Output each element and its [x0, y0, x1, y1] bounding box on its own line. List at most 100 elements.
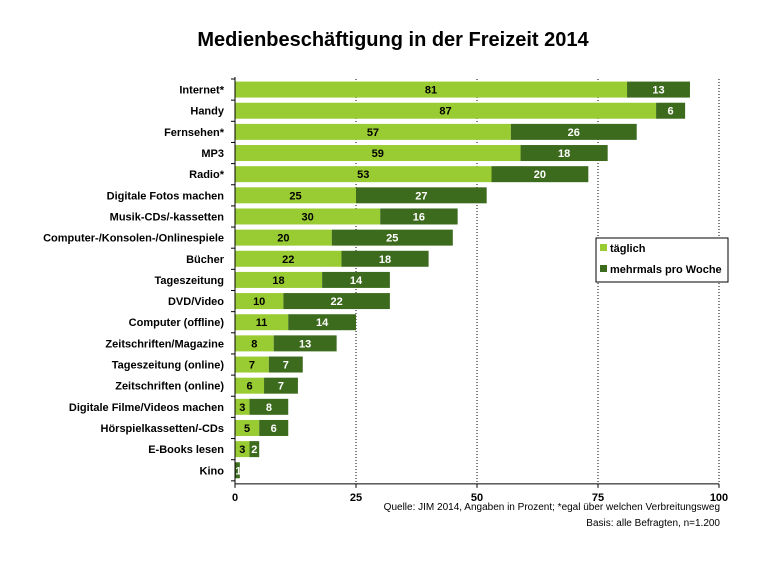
legend: täglich mehrmals pro Woche — [595, 237, 729, 283]
legend-label-mehrmals: mehrmals pro Woche — [610, 264, 722, 276]
x-axis: 0 25 50 75 100 — [231, 77, 728, 504]
value-label-taeglich-6: 30 — [301, 211, 313, 223]
value-label-mehrmals-3: 18 — [558, 148, 570, 160]
bar-taeglich-8 — [235, 250, 342, 267]
chart-title: Medienbeschäftigung in der Freizeit 2014 — [197, 29, 589, 51]
bar-taeglich-13 — [235, 356, 269, 373]
bar-taeglich-12 — [235, 335, 274, 352]
value-label-taeglich-16: 5 — [244, 423, 250, 435]
value-label-mehrmals-0: 13 — [652, 85, 664, 97]
legend-swatch-mehrmals — [600, 265, 607, 272]
category-label-14: Zeitschriften (online) — [115, 381, 224, 393]
value-label-mehrmals-8: 18 — [379, 254, 391, 266]
x-tick-label-50: 50 — [471, 492, 483, 504]
legend-box — [595, 237, 729, 283]
bar-mehrmals-5 — [356, 187, 487, 204]
category-label-7: Computer-/Konsolen-/Onlinespiele — [43, 233, 224, 245]
value-label-mehrmals-7: 25 — [386, 233, 398, 245]
bar-taeglich-1 — [235, 102, 657, 119]
category-label-16: Hörspielkassetten/-CDs — [101, 423, 225, 435]
bar-mehrmals-6 — [380, 208, 458, 225]
value-label-taeglich-0: 81 — [425, 85, 437, 97]
category-label-4: Radio* — [189, 169, 225, 181]
bar-taeglich-9 — [235, 271, 323, 288]
x-tick-label-0: 0 — [232, 492, 238, 504]
value-label-taeglich-13: 7 — [249, 360, 255, 372]
basis-note: Basis: alle Befragten, n=1.200 — [586, 518, 720, 529]
value-label-taeglich-12: 8 — [251, 338, 257, 350]
category-label-0: Internet* — [179, 85, 224, 97]
category-label-2: Fernsehen* — [164, 127, 225, 139]
value-label-taeglich-4: 53 — [357, 169, 369, 181]
category-label-12: Zeitschriften/Magazine — [105, 338, 224, 350]
bar-mehrmals-13 — [268, 356, 303, 373]
legend-swatch-taeglich — [600, 244, 607, 251]
bar-mehrmals-1 — [656, 102, 686, 119]
value-label-taeglich-8: 22 — [282, 254, 294, 266]
value-label-mehrmals-4: 20 — [534, 169, 546, 181]
value-label-taeglich-15: 3 — [239, 402, 245, 414]
value-label-taeglich-17: 3 — [239, 444, 245, 456]
bar-taeglich-7 — [235, 229, 332, 246]
bar-taeglich-10 — [235, 293, 284, 310]
category-label-10: DVD/Video — [168, 296, 224, 308]
bar-mehrmals-0 — [627, 81, 690, 98]
value-label-mehrmals-6: 16 — [413, 211, 425, 223]
x-tick-label-25: 25 — [350, 492, 362, 504]
category-label-3: MP3 — [201, 148, 224, 160]
category-label-17: E-Books lesen — [148, 444, 224, 456]
category-label-11: Computer (offline) — [129, 317, 225, 329]
category-labels: Internet* Handy Fernsehen* MP3 Radio* Digital… — [43, 85, 225, 478]
bar-mehrmals-7 — [331, 229, 453, 246]
bar-mehrmals-15 — [249, 398, 289, 415]
value-label-mehrmals-5: 27 — [415, 190, 427, 202]
bar-taeglich-4 — [235, 166, 492, 183]
legend-label-taeglich: täglich — [610, 243, 646, 255]
value-label-mehrmals-18: 1 — [235, 465, 241, 477]
x-tick-label-75: 75 — [592, 492, 604, 504]
bar-taeglich-15 — [235, 398, 250, 415]
category-label-18: Kino — [200, 465, 225, 477]
bar-mehrmals-9 — [322, 271, 390, 288]
category-label-1: Handy — [190, 106, 225, 118]
bar-mehrmals-14 — [264, 377, 298, 394]
category-label-9: Tageszeitung — [155, 275, 224, 287]
source-note: Quelle: JIM 2014, Angaben in Prozent; *e… — [384, 502, 720, 513]
bar-mehrmals-8 — [341, 250, 429, 267]
value-label-taeglich-9: 18 — [272, 275, 284, 287]
bar-taeglich-14 — [235, 377, 265, 394]
value-label-mehrmals-15: 8 — [266, 402, 272, 414]
value-label-taeglich-7: 20 — [277, 233, 289, 245]
value-label-mehrmals-12: 13 — [299, 338, 311, 350]
value-label-taeglich-1: 87 — [439, 106, 451, 118]
bar-mehrmals-16 — [259, 419, 289, 436]
value-label-taeglich-14: 6 — [246, 381, 252, 393]
bar-taeglich-0 — [235, 81, 628, 98]
bar-mehrmals-12 — [273, 335, 337, 352]
bar-taeglich-17 — [235, 441, 250, 458]
value-label-mehrmals-1: 6 — [668, 106, 674, 118]
bar-mehrmals-11 — [288, 314, 356, 331]
bar-mehrmals-2 — [510, 123, 637, 140]
bar-mehrmals-4 — [491, 166, 589, 183]
category-label-15: Digitale Filme/Videos machen — [69, 402, 224, 414]
bar-taeglich-2 — [235, 123, 511, 140]
value-label-taeglich-3: 59 — [372, 148, 384, 160]
bar-taeglich-6 — [235, 208, 381, 225]
bar-taeglich-16 — [235, 419, 260, 436]
x-tick-label-100: 100 — [710, 492, 728, 504]
value-label-mehrmals-17: 2 — [251, 444, 257, 456]
value-label-taeglich-11: 11 — [256, 317, 268, 329]
category-label-5: Digitale Fotos machen — [107, 190, 225, 202]
value-label-taeglich-2: 57 — [367, 127, 379, 139]
bar-mehrmals-10 — [283, 293, 390, 310]
value-label-mehrmals-9: 14 — [350, 275, 363, 287]
category-label-6: Musik-CDs/-kassetten — [110, 211, 225, 223]
value-label-mehrmals-14: 7 — [278, 381, 284, 393]
value-label-taeglich-5: 25 — [289, 190, 301, 202]
bar-taeglich-3 — [235, 145, 521, 162]
value-label-taeglich-10: 10 — [253, 296, 265, 308]
value-label-mehrmals-13: 7 — [283, 360, 289, 372]
